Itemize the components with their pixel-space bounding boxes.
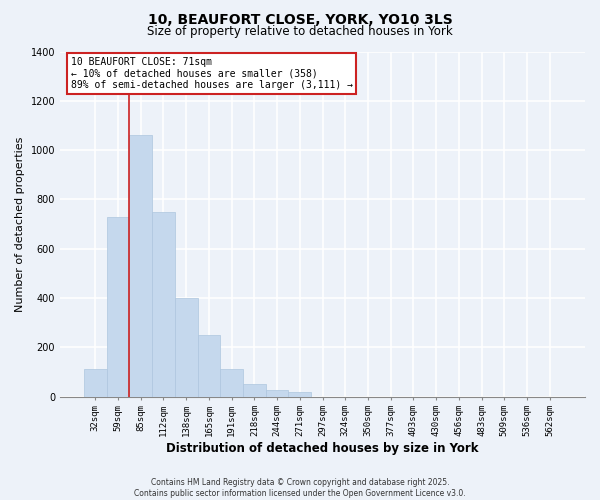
Bar: [243, 384, 266, 396]
Y-axis label: Number of detached properties: Number of detached properties: [15, 136, 25, 312]
Bar: [266, 390, 289, 396]
Bar: [220, 369, 243, 396]
Bar: [130, 136, 152, 396]
Text: 10 BEAUFORT CLOSE: 71sqm
← 10% of detached houses are smaller (358)
89% of semi-: 10 BEAUFORT CLOSE: 71sqm ← 10% of detach…: [71, 56, 353, 90]
Bar: [152, 212, 175, 396]
Bar: [289, 392, 311, 396]
Text: 10, BEAUFORT CLOSE, YORK, YO10 3LS: 10, BEAUFORT CLOSE, YORK, YO10 3LS: [148, 12, 452, 26]
Text: Size of property relative to detached houses in York: Size of property relative to detached ho…: [147, 25, 453, 38]
Bar: [84, 370, 107, 396]
X-axis label: Distribution of detached houses by size in York: Distribution of detached houses by size …: [166, 442, 479, 455]
Bar: [197, 336, 220, 396]
Text: Contains HM Land Registry data © Crown copyright and database right 2025.
Contai: Contains HM Land Registry data © Crown c…: [134, 478, 466, 498]
Bar: [107, 216, 130, 396]
Bar: [175, 298, 197, 396]
